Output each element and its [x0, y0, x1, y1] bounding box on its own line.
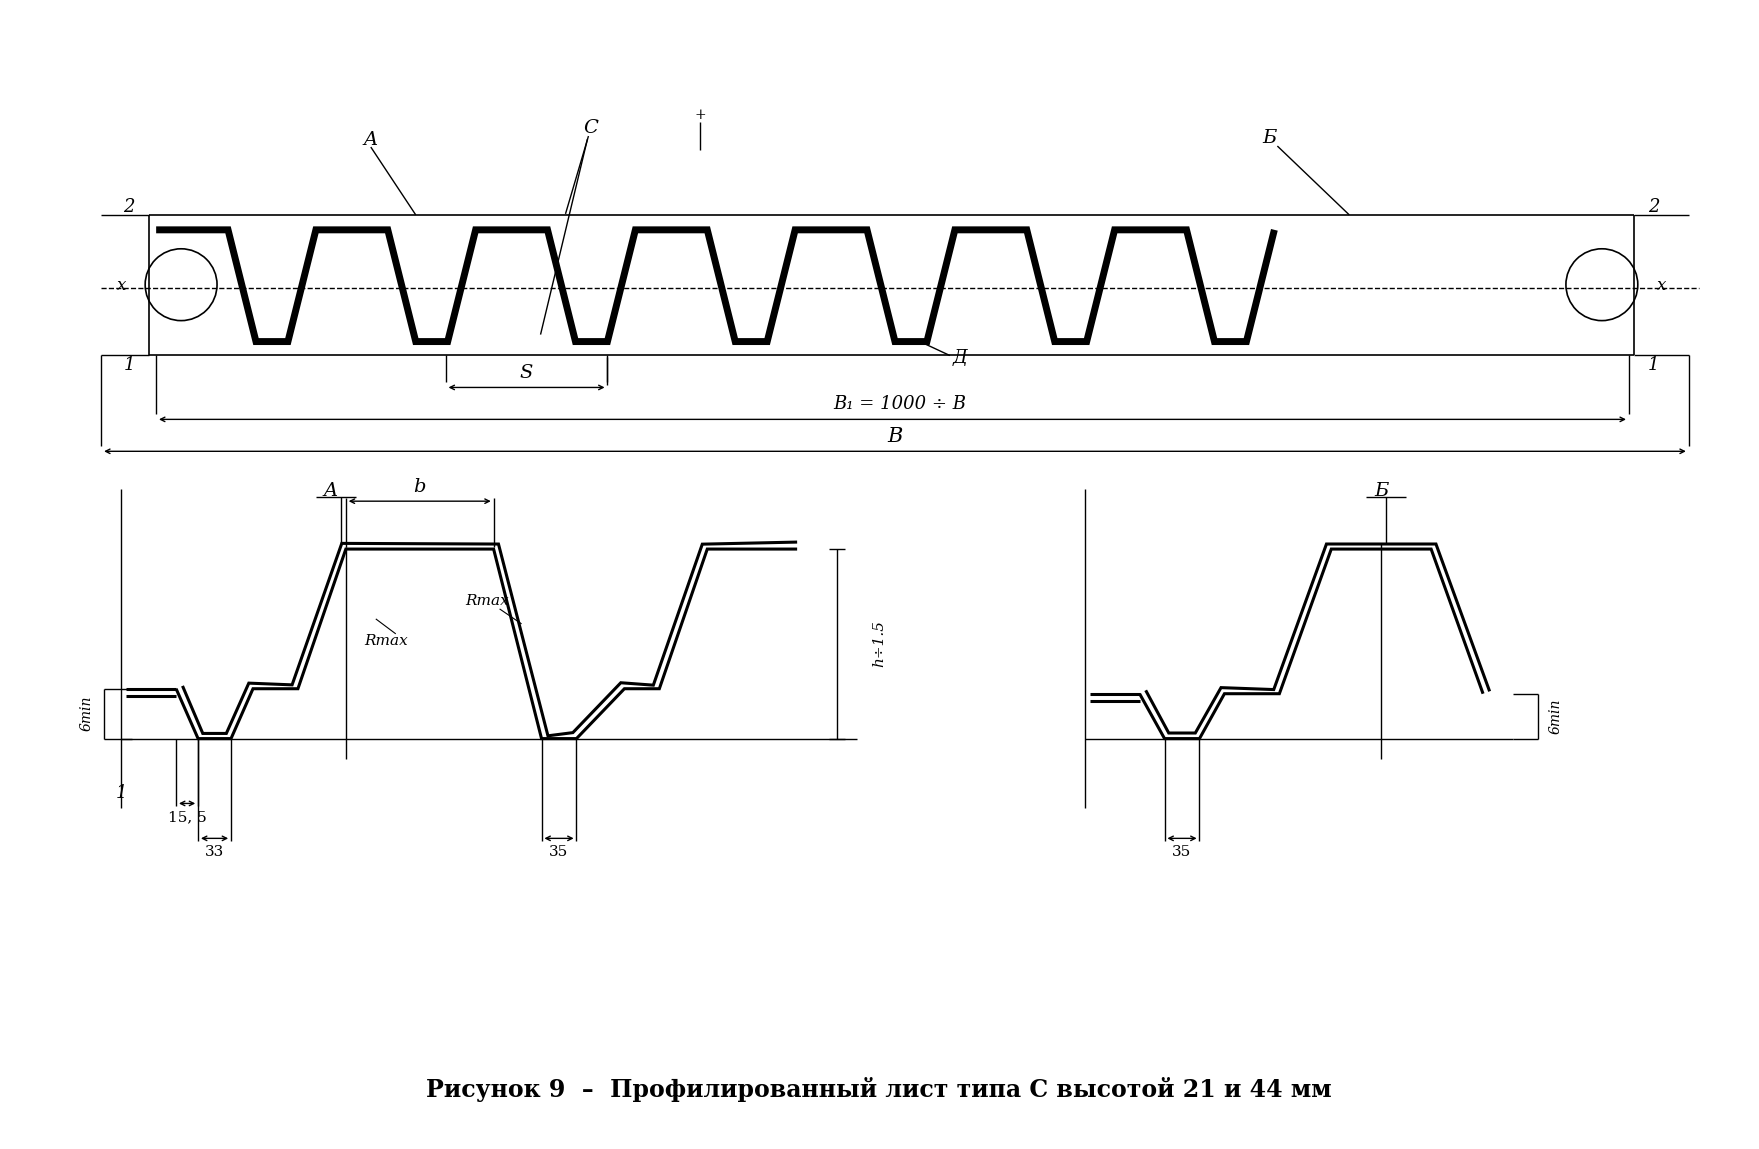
Text: Рисунок 9  –  Профилированный лист типа C высотой 21 и 44 мм: Рисунок 9 – Профилированный лист типа C …: [426, 1078, 1332, 1102]
Text: A: A: [364, 131, 378, 149]
Text: 35: 35: [549, 846, 568, 859]
Text: +: +: [695, 108, 705, 122]
Text: A: A: [324, 483, 338, 500]
Text: B₁ = 1000 ÷ B: B₁ = 1000 ÷ B: [834, 395, 966, 414]
Text: 15, 5: 15, 5: [167, 810, 206, 825]
Text: b: b: [413, 478, 426, 496]
Text: 33: 33: [204, 846, 223, 859]
Text: Д: Д: [953, 348, 967, 367]
Text: 35: 35: [1171, 846, 1191, 859]
Text: 1: 1: [1648, 355, 1659, 373]
Text: x: x: [116, 277, 127, 294]
Text: Б: Б: [1374, 483, 1388, 500]
Text: Rmax: Rmax: [364, 634, 408, 648]
Text: 2: 2: [123, 198, 135, 216]
Text: 1: 1: [116, 785, 127, 802]
Text: x: x: [1657, 277, 1666, 294]
Text: 1: 1: [123, 355, 135, 373]
Text: C: C: [582, 119, 598, 137]
Text: 6min: 6min: [79, 696, 93, 732]
Text: 2: 2: [1648, 198, 1659, 216]
Text: 6min: 6min: [1550, 699, 1564, 734]
Text: Rmax: Rmax: [464, 594, 508, 608]
Text: S: S: [521, 364, 533, 383]
Text: Б: Б: [1263, 129, 1277, 147]
Text: h÷1.5: h÷1.5: [872, 620, 887, 668]
Text: B: B: [887, 426, 902, 446]
